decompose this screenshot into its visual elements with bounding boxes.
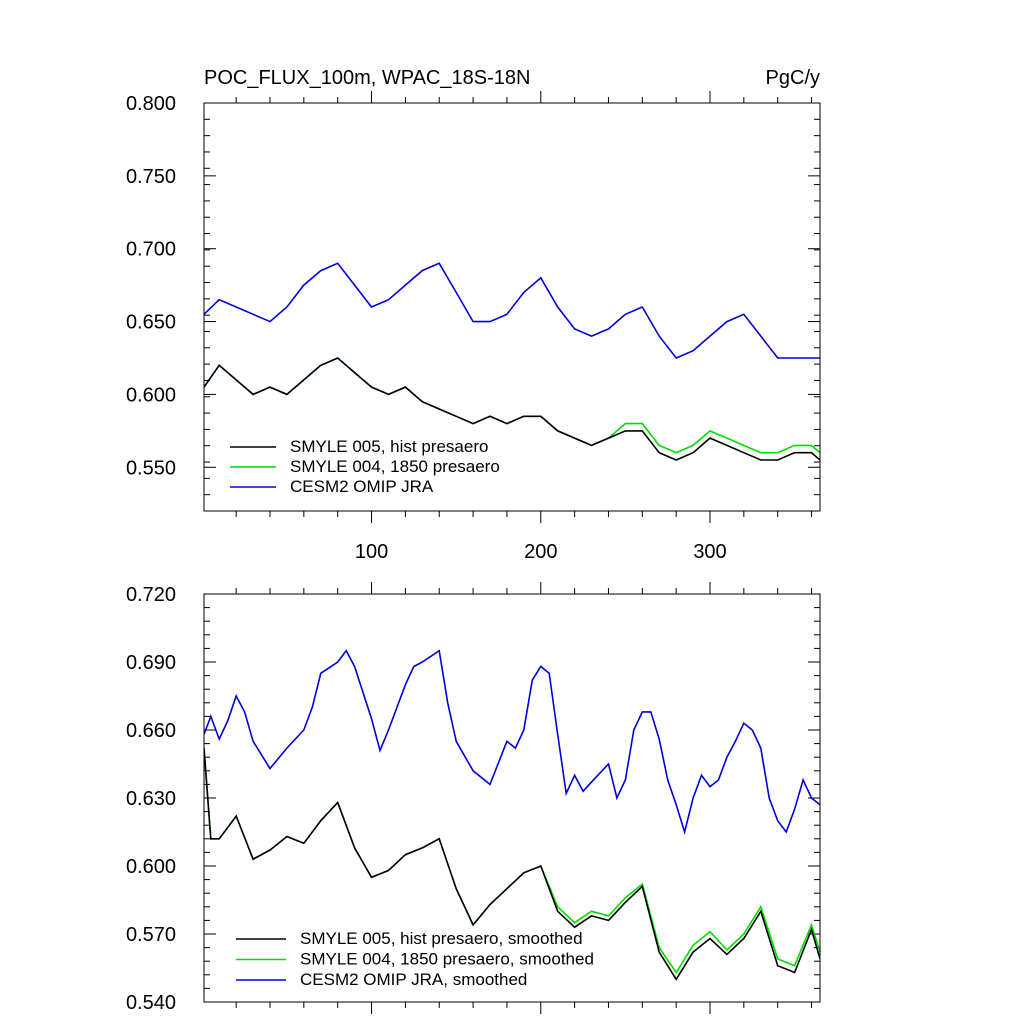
legend-label: SMYLE 005, hist presaero (290, 437, 488, 456)
series-line-smyle005 (204, 748, 820, 981)
y-tick-label: 0.570 (126, 924, 176, 946)
bottom-series-lines (204, 649, 820, 981)
top-series-lines (204, 262, 820, 461)
legend-label: SMYLE 004, 1850 presaero, smoothed (300, 950, 594, 969)
series-line-cesm2-omip (204, 262, 820, 359)
y-tick-label: 0.540 (126, 992, 176, 1014)
y-tick-label: 0.800 (126, 93, 176, 115)
bottom-legend: SMYLE 005, hist presaero, smoothed SMYLE … (236, 929, 594, 989)
x-tick-label: 300 (693, 541, 726, 563)
series-line-cesm2-omip (204, 649, 820, 835)
legend-label: SMYLE 004, 1850 presaero (290, 457, 500, 476)
y-tick-label: 0.630 (126, 788, 176, 810)
y-tick-label: 0.600 (126, 384, 176, 406)
top-panel-title: POC_FLUX_100m, WPAC_18S-18N (204, 67, 530, 89)
bottom-plot-frame (203, 593, 821, 1003)
bottom-panel: 0.720 0.690 0.660 0.630 0.600 0.570 0.540 SMYL… (126, 582, 821, 1014)
x-tick-label: 100 (355, 541, 388, 563)
y-tick-label: 0.720 (126, 584, 176, 606)
x-tick-label: 200 (524, 541, 557, 563)
y-tick-label: 0.690 (126, 652, 176, 674)
bottom-axes: 0.720 0.690 0.660 0.630 0.600 0.570 0.540 (126, 582, 820, 1014)
y-tick-label: 0.600 (126, 856, 176, 878)
legend-label: CESM2 OMIP JRA, smoothed (300, 970, 527, 989)
top-panel: POC_FLUX_100m, WPAC_18S-18N PgC/y 0.8000… (126, 67, 821, 563)
y-tick-label: 0.650 (126, 312, 176, 334)
y-tick-label: 0.550 (126, 457, 176, 479)
top-axes: 0.800 0.750 0.700 0.650 0.600 0.550 100 200 300 (126, 91, 820, 563)
y-tick-label: 0.660 (126, 720, 176, 742)
top-plot-frame (203, 102, 821, 512)
y-tick-label: 0.700 (126, 239, 176, 261)
top-panel-units: PgC/y (766, 67, 820, 89)
legend-label: CESM2 OMIP JRA (290, 477, 434, 496)
y-tick-label: 0.750 (126, 166, 176, 188)
legend-label: SMYLE 005, hist presaero, smoothed (300, 929, 583, 948)
series-line-smyle005 (204, 357, 820, 461)
